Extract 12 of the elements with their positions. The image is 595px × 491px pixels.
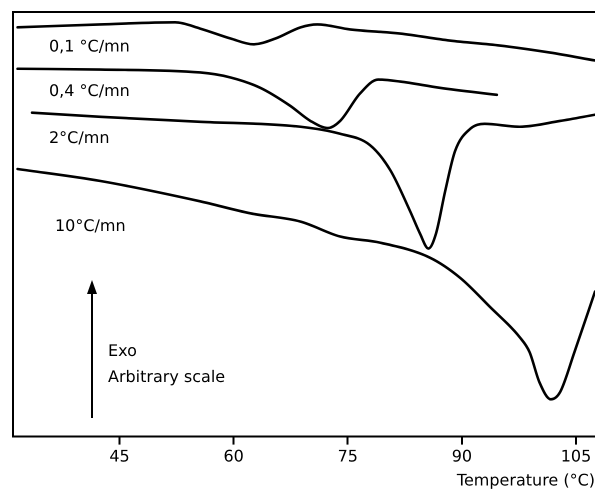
annotation: Exo [108, 340, 138, 362]
x-axis-title: Temperature (°C) [456, 470, 595, 490]
x-tick-label: 45 [109, 446, 130, 466]
series-label: 2°C/mn [49, 128, 110, 147]
series-label: 0,4 °C/mn [49, 80, 130, 100]
annotation: Arbitrary scale [108, 366, 226, 388]
x-tick-label: 90 [452, 446, 472, 466]
x-tick-label: 75 [338, 446, 358, 466]
series-label: 10°C/mn [55, 216, 126, 236]
x-tick-label: 60 [223, 446, 244, 466]
series-label: 0,1 °C/mn [49, 36, 130, 56]
x-tick-label: 105 [560, 446, 592, 466]
